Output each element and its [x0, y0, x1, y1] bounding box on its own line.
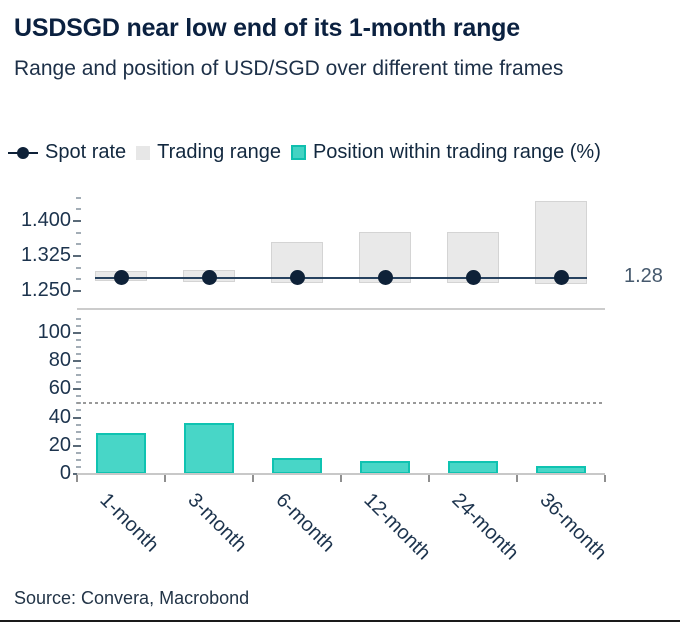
y-minor-tick — [76, 458, 81, 461]
x-axis-label: 3-month — [183, 489, 251, 557]
y-minor-tick — [76, 409, 81, 412]
y-tick-label: 1.250 — [20, 279, 71, 301]
y-tick-label: 60 — [48, 377, 71, 400]
y-minor-tick — [76, 423, 81, 426]
y-tick-label: 40 — [48, 405, 71, 428]
y-minor-tick — [76, 437, 81, 440]
y-tick-label: 1.400 — [20, 208, 71, 231]
y-tick-label: 0 — [59, 462, 71, 484]
spot-rate-dot — [465, 270, 481, 286]
spot-rate-dot — [201, 270, 217, 286]
x-axis-label: 12-month — [359, 489, 435, 565]
x-boundary-tick — [428, 475, 430, 482]
y-major-tick — [73, 444, 81, 447]
y-tick-label: 80 — [48, 349, 71, 372]
y-minor-tick — [76, 395, 81, 398]
y-minor-tick — [76, 317, 81, 320]
y-major-tick — [73, 360, 81, 363]
y-minor-tick — [76, 430, 81, 433]
x-boundary-tick — [604, 475, 606, 482]
y-minor-tick — [76, 381, 81, 384]
y-minor-tick — [76, 345, 81, 348]
bottom-border — [0, 620, 680, 622]
position-bar — [184, 423, 234, 474]
y-minor-tick — [76, 266, 81, 269]
y-minor-tick — [76, 451, 81, 454]
y-major-tick — [73, 219, 81, 222]
x-boundary-tick — [340, 475, 342, 482]
spot-rate-dot — [113, 270, 129, 286]
y-minor-tick — [76, 367, 81, 370]
x-boundary-tick — [252, 475, 254, 482]
y-minor-tick — [76, 374, 81, 377]
trading-range-swatch-icon — [136, 145, 151, 160]
y-minor-tick — [76, 278, 81, 281]
chart-title: USDSGD near low end of its 1-month range — [14, 14, 520, 42]
legend-item-spot-rate: Spot rate — [8, 141, 126, 164]
x-axis-label: 24-month — [447, 489, 523, 565]
spot-rate-icon — [8, 144, 38, 162]
y-tick-label: 100 — [37, 320, 71, 343]
x-axis-line — [77, 473, 605, 475]
y-major-tick — [73, 254, 81, 257]
y-minor-tick — [76, 196, 81, 199]
y-major-tick — [73, 290, 81, 292]
x-axis-label: 6-month — [271, 489, 339, 557]
spot-rate-dot — [553, 270, 569, 286]
spot-rate-dot — [289, 270, 305, 286]
legend: Spot rate Trading range Position within … — [8, 141, 601, 164]
legend-item-position: Position within trading range (%) — [290, 141, 601, 164]
spot-rate-annotation: 1.28 — [624, 265, 663, 287]
y-minor-tick — [76, 338, 81, 341]
legend-label-trading-range: Trading range — [157, 141, 281, 163]
position-swatch-icon — [290, 145, 306, 160]
x-axis-label: 1-month — [95, 489, 163, 557]
reference-line — [77, 402, 605, 405]
x-boundary-tick — [164, 475, 166, 482]
y-major-tick — [73, 388, 81, 391]
source-note: Source: Convera, Macrobond — [14, 588, 250, 608]
spot-rate-line — [95, 276, 587, 279]
x-boundary-tick — [516, 475, 518, 482]
spot-rate-dot — [377, 270, 393, 286]
y-minor-tick — [76, 324, 81, 327]
legend-label-position: Position within trading range (%) — [312, 141, 601, 163]
y-minor-tick — [76, 352, 81, 355]
y-tick-label: 1.325 — [20, 243, 71, 266]
legend-item-trading-range: Trading range — [136, 141, 281, 164]
y-tick-label: 20 — [48, 433, 71, 456]
y-minor-tick — [76, 465, 81, 468]
panel-divider — [77, 308, 605, 310]
y-minor-tick — [76, 231, 81, 234]
y-major-tick — [73, 331, 81, 334]
position-bar — [536, 465, 586, 474]
y-minor-tick — [76, 208, 81, 211]
x-axis-label: 36-month — [535, 489, 611, 565]
y-minor-tick — [76, 243, 81, 246]
x-boundary-tick — [76, 475, 78, 482]
legend-label-spot-rate: Spot rate — [45, 141, 127, 163]
y-major-tick — [73, 416, 81, 419]
position-bar — [96, 433, 146, 474]
chart-subtitle: Range and position of USD/SGD over diffe… — [14, 57, 564, 80]
